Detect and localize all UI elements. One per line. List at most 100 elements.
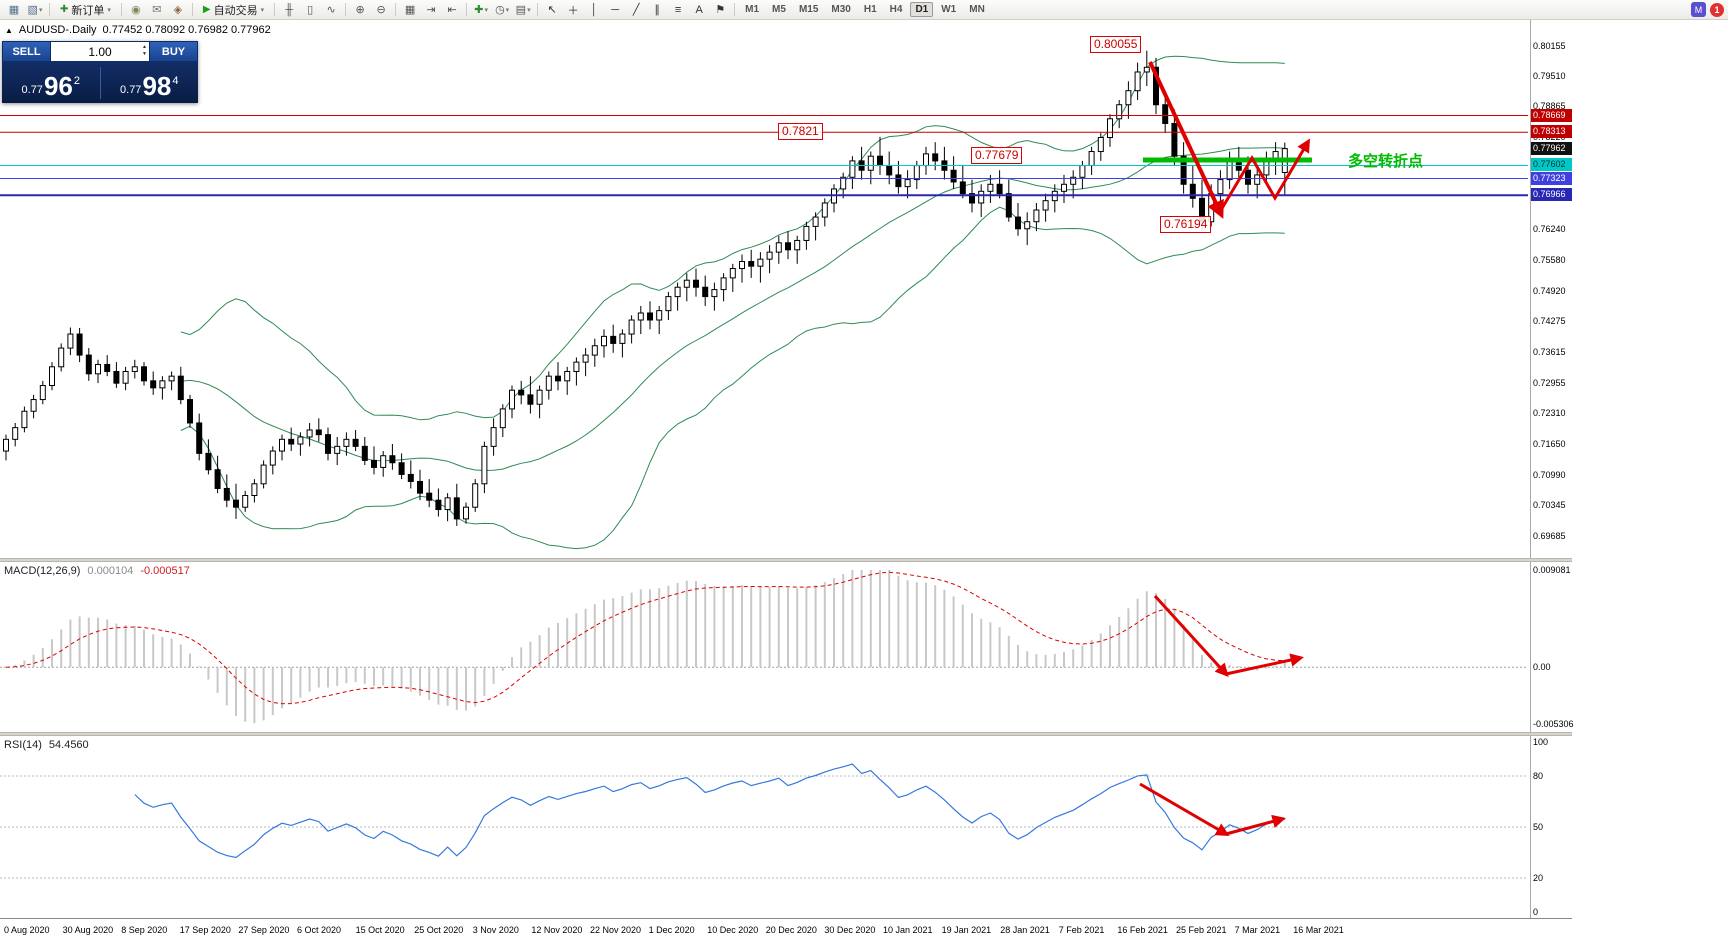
toolbar-separator <box>191 3 193 16</box>
date-label: 15 Oct 2020 <box>355 925 405 935</box>
date-label: 1 Dec 2020 <box>648 925 695 935</box>
tile-windows-icon[interactable]: ▦ <box>404 4 416 16</box>
macd-plot <box>0 570 1528 724</box>
channel-icon[interactable]: ∥ <box>654 4 660 16</box>
macd-main-value: 0.000104 <box>87 565 134 577</box>
new-order-button[interactable]: ✚ 新订单 ▾ <box>54 1 117 18</box>
bid-price[interactable]: 0.77 96 2 <box>2 73 100 99</box>
volume-input[interactable]: 1.00 ▲ ▼ <box>51 42 149 61</box>
mailbox-icon[interactable]: ✉ <box>152 4 162 16</box>
timeframe-m5-button[interactable]: M5 <box>772 4 786 15</box>
bid-pip-digit: 2 <box>73 75 80 87</box>
timeframe-m15-button[interactable]: M15 <box>798 4 819 15</box>
price-callout: 0.76194 <box>1160 216 1212 233</box>
fibonacci-icon[interactable]: ≡ <box>674 3 682 16</box>
price-label: 0.73615 <box>1533 347 1566 358</box>
toolbar-separator <box>49 3 50 16</box>
price-chart-pane[interactable]: ▲ AUDUSD-.Daily 0.77452 0.78092 0.76982 … <box>0 20 1572 558</box>
price-callout: 0.80055 <box>1090 36 1142 53</box>
turning-point-label: 多空转折点 <box>1348 153 1424 170</box>
dropdown-caret-icon: ▾ <box>107 6 111 14</box>
dropdown-caret-icon: ▾ <box>505 6 510 14</box>
macd-scale-label: -0.005306 <box>1533 719 1574 729</box>
date-label: 19 Jan 2021 <box>941 925 992 935</box>
vertical-line-icon[interactable]: │ <box>590 3 598 16</box>
price-label: 0.71650 <box>1533 439 1566 450</box>
arrows-icon[interactable]: ⚑ <box>715 4 726 16</box>
news-icon[interactable]: ◈ <box>173 4 183 16</box>
chart-window: ▲ AUDUSD-.Daily 0.77452 0.78092 0.76982 … <box>0 20 1574 947</box>
bar-chart-icon[interactable]: ╫ <box>285 3 294 16</box>
price-marker: 0.77602 <box>1531 158 1572 172</box>
rsi-scale-label: 20 <box>1533 873 1544 883</box>
toolbar: ▦ ▧ ▾ ✚ 新订单 ▾ ◉ ✉ ◈ ▶ 自动交易 ▾ ╫ ▯ ∿ ⊕ ⊖ ▦ ⇥ ⇤ ✚ ▾ ◷ ▾ ▤ ▾ ↖ ＋ │ ─ ╱ ∥ ≡ A ⚑… <box>0 0 1728 20</box>
dropdown-caret-icon: ▾ <box>260 6 265 14</box>
ask-prefix: 0.77 <box>120 84 142 96</box>
price-marker: 0.77323 <box>1531 171 1572 185</box>
zoom-out-icon[interactable]: ⊖ <box>376 4 386 16</box>
trendline-icon[interactable]: ╱ <box>632 4 640 16</box>
date-label: 30 Dec 2020 <box>824 925 876 935</box>
volume-spinner[interactable]: ▲ ▼ <box>142 44 147 57</box>
dropdown-caret-icon: ▾ <box>527 6 531 14</box>
ask-price[interactable]: 0.77 98 4 <box>101 73 199 99</box>
crosshair-icon[interactable]: ＋ <box>567 4 579 17</box>
rsi-pane[interactable]: RSI(14) 54.4560 100 80 50 20 0 <box>0 736 1572 918</box>
sell-button[interactable]: SELL <box>3 42 50 61</box>
date-label: 7 Feb 2021 <box>1058 925 1105 935</box>
dropdown-caret-icon: ▾ <box>38 6 43 14</box>
macd-name: MACD(12,26,9) <box>4 565 81 577</box>
auto-trading-icon: ▶ <box>202 4 211 15</box>
text-icon[interactable]: A <box>695 3 703 16</box>
date-label: 25 Oct 2020 <box>414 925 464 935</box>
notifications-badge[interactable]: 1 <box>1710 2 1724 17</box>
timeframe-h1-button[interactable]: H1 <box>863 4 877 15</box>
periods-icon[interactable]: ◷ ▾ <box>495 4 510 16</box>
date-label: 20 Dec 2020 <box>765 925 817 935</box>
cursor-icon[interactable]: ↖ <box>547 4 557 16</box>
price-label: 0.80155 <box>1533 41 1566 51</box>
macd-signal-value: -0.000517 <box>140 565 190 577</box>
timeframe-m1-button[interactable]: M1 <box>745 4 760 15</box>
auto-trading-button-label: 自动交易 <box>213 4 258 17</box>
sound-icon[interactable]: ◉ <box>131 4 141 16</box>
new-chart-icon[interactable]: ▦ <box>8 4 20 16</box>
date-label: 16 Feb 2021 <box>1117 925 1168 935</box>
one-click-toggle-icon[interactable]: ▲ <box>5 25 13 35</box>
horizontal-line-icon[interactable]: ─ <box>611 3 620 16</box>
timeframe-w1-button[interactable]: W1 <box>941 4 957 15</box>
templates-icon[interactable]: ▤ ▾ <box>515 4 531 16</box>
auto-trading-button[interactable]: ▶ 自动交易 ▾ <box>197 1 270 18</box>
toolbar-separator <box>734 3 736 16</box>
chart-shift-icon[interactable]: ⇤ <box>447 4 457 16</box>
pane-separator[interactable] <box>0 732 1572 736</box>
dropdown-caret-icon: ▾ <box>484 6 488 14</box>
auto-scroll-icon[interactable]: ⇥ <box>426 4 436 16</box>
date-axis[interactable]: 0 Aug 2020 30 Aug 2020 8 Sep 2020 17 Sep 20… <box>0 918 1572 947</box>
indicators-icon[interactable]: ✚ ▾ <box>474 4 488 16</box>
timeframe-mn-button[interactable]: MN <box>969 4 985 15</box>
pane-separator[interactable] <box>0 558 1572 562</box>
line-chart-icon[interactable]: ∿ <box>326 4 336 16</box>
ask-pip-digit: 4 <box>172 75 179 87</box>
date-label: 8 Sep 2020 <box>121 925 168 935</box>
macd-pane[interactable]: MACD(12,26,9) 0.000104 -0.000517 0.00908… <box>0 562 1574 732</box>
candlestick-chart-icon[interactable]: ▯ <box>307 4 314 16</box>
candlestick-chart <box>0 50 1528 550</box>
community-icon[interactable]: M <box>1691 2 1706 17</box>
rsi-scale-border <box>1530 736 1531 918</box>
date-label: 27 Sep 2020 <box>238 925 290 935</box>
date-label: 6 Oct 2020 <box>297 925 342 935</box>
macd-scale-label: 0.009081 <box>1533 565 1571 575</box>
rsi-label: RSI(14) 54.4560 <box>4 739 89 751</box>
zoom-in-icon[interactable]: ⊕ <box>355 4 365 16</box>
rsi-scale-label: 80 <box>1533 771 1544 781</box>
toolbar-separator <box>120 3 122 16</box>
buy-button[interactable]: BUY <box>150 42 197 61</box>
timeframe-m30-button[interactable]: M30 <box>831 4 851 15</box>
chart-profiles-icon[interactable]: ▧ ▾ <box>27 4 43 16</box>
timeframe-d1-button[interactable]: D1 <box>910 2 934 17</box>
timeframe-h4-button[interactable]: H4 <box>889 4 903 15</box>
date-label: 12 Nov 2020 <box>531 925 583 935</box>
ask-big-digits: 98 <box>142 71 172 101</box>
